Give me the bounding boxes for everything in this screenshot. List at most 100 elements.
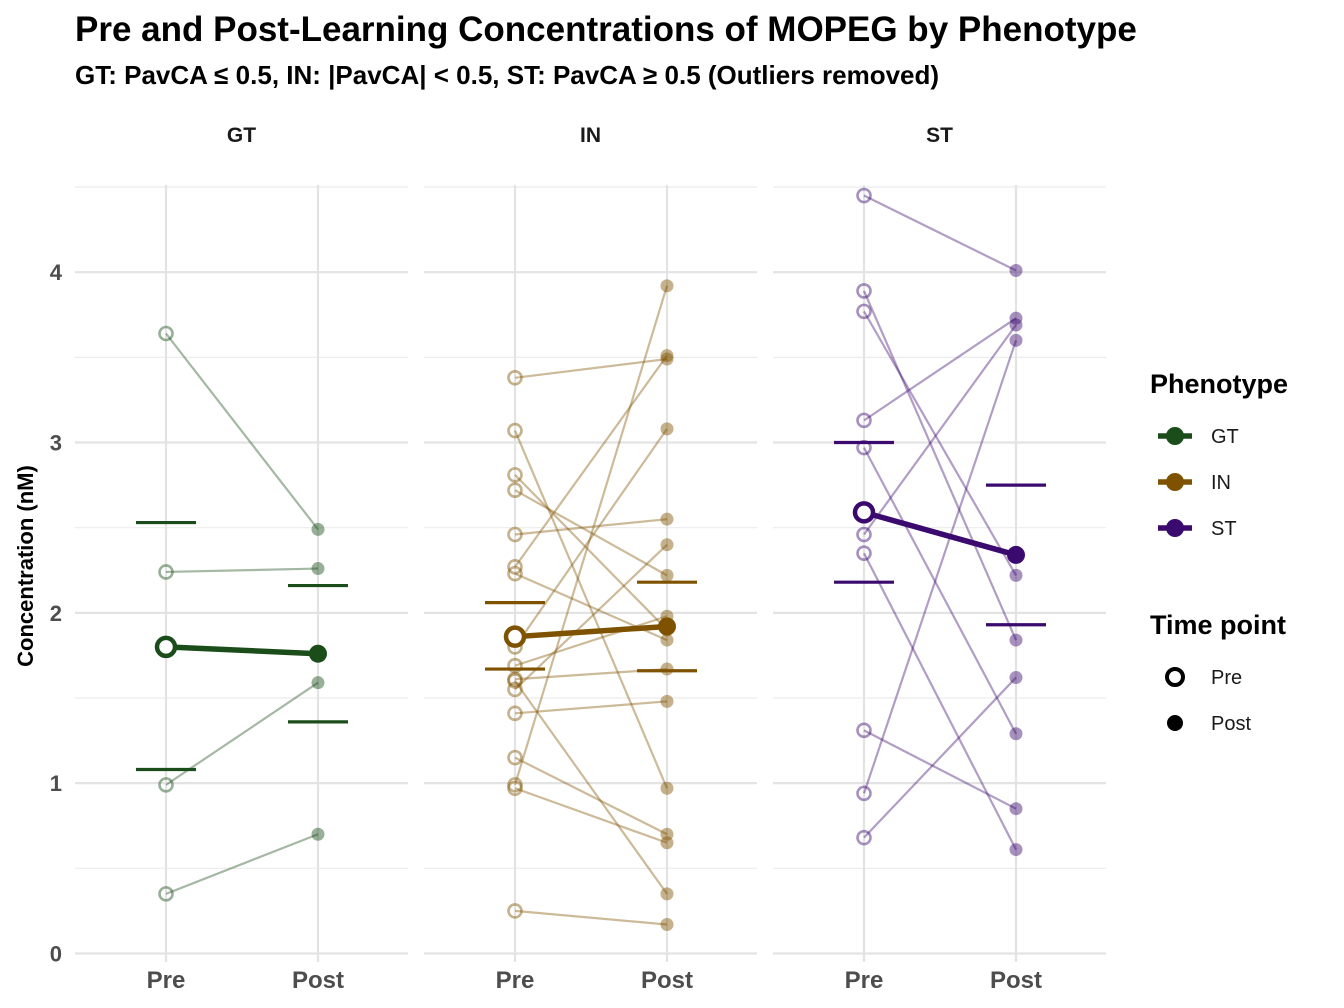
chart-subtitle: GT: PavCA ≤ 0.5, IN: |PavCA| < 0.5, ST: … bbox=[75, 60, 940, 90]
panel-in-data bbox=[485, 279, 697, 932]
subject-line bbox=[165, 833, 319, 895]
post-point bbox=[1009, 311, 1023, 325]
pre-point bbox=[856, 412, 872, 429]
pre-point bbox=[856, 722, 872, 739]
post-point bbox=[660, 633, 674, 647]
legend-label: Post bbox=[1211, 713, 1251, 735]
pre-point bbox=[507, 422, 523, 439]
x-tick-label: Post bbox=[292, 967, 344, 994]
pre-point bbox=[507, 559, 523, 575]
subject-line bbox=[863, 676, 1017, 839]
pre-point bbox=[856, 785, 872, 802]
post-point bbox=[311, 522, 325, 536]
legend-label: GT bbox=[1211, 426, 1239, 448]
subject-line bbox=[863, 310, 1017, 576]
pre-point bbox=[507, 705, 523, 722]
subject-line bbox=[165, 332, 319, 531]
post-point bbox=[1009, 568, 1023, 582]
panel-strip-label: IN bbox=[580, 124, 601, 147]
pre-point bbox=[507, 467, 523, 483]
subject-line bbox=[862, 339, 1018, 794]
post-point bbox=[311, 562, 325, 576]
post-point bbox=[660, 512, 674, 526]
pre-point bbox=[507, 526, 523, 543]
pre-point bbox=[158, 886, 174, 902]
subject-line bbox=[514, 489, 668, 577]
post-point bbox=[1009, 843, 1023, 857]
subject-line bbox=[514, 355, 668, 568]
post-point bbox=[1009, 633, 1023, 647]
post-point bbox=[1009, 333, 1023, 347]
post-point bbox=[311, 827, 325, 841]
legend-key-point bbox=[1166, 473, 1184, 491]
panel-strip-label: ST bbox=[926, 124, 953, 147]
post-point bbox=[660, 887, 674, 901]
y-tick-label: 2 bbox=[50, 601, 62, 626]
pre-point bbox=[507, 903, 523, 919]
subject-line bbox=[863, 447, 1017, 735]
post-point bbox=[660, 836, 674, 850]
post-point bbox=[660, 349, 674, 363]
legend-title-timepoint: Time point bbox=[1150, 610, 1286, 640]
subject-line bbox=[863, 324, 1017, 536]
pre-point bbox=[507, 749, 523, 766]
mean-post-point bbox=[309, 644, 327, 663]
subject-line bbox=[513, 430, 669, 789]
subject-line bbox=[514, 909, 668, 926]
post-point bbox=[660, 918, 674, 932]
pre-point bbox=[158, 777, 174, 793]
legend-title-phenotype: Phenotype bbox=[1150, 369, 1288, 399]
legend-key-filled-circle bbox=[1167, 715, 1183, 731]
subject-line bbox=[863, 729, 1017, 810]
post-point bbox=[1009, 318, 1023, 332]
legend-label: Pre bbox=[1211, 667, 1242, 689]
mean-line bbox=[165, 644, 319, 657]
post-point bbox=[660, 422, 674, 436]
subject-line bbox=[513, 285, 669, 786]
x-tick-label: Post bbox=[641, 967, 693, 994]
mean-line bbox=[514, 623, 668, 640]
pre-point bbox=[507, 780, 523, 797]
pre-point bbox=[856, 283, 872, 299]
subject-line bbox=[514, 787, 668, 844]
mean-post-point bbox=[1007, 545, 1025, 564]
subject-line bbox=[863, 317, 1017, 422]
post-point bbox=[1009, 263, 1023, 277]
y-tick-label: 4 bbox=[50, 260, 63, 285]
subject-line bbox=[863, 552, 1017, 851]
mean-pre-point bbox=[852, 501, 876, 524]
subject-line bbox=[514, 680, 668, 895]
mean-pre-point bbox=[503, 625, 527, 648]
post-point bbox=[660, 352, 674, 366]
mean-line bbox=[863, 509, 1017, 558]
chart-title: Pre and Post-Learning Concentrations of … bbox=[75, 10, 1137, 49]
panel-strip-label: GT bbox=[227, 124, 256, 147]
pre-point bbox=[507, 673, 523, 689]
post-point bbox=[1009, 727, 1023, 741]
subject-line bbox=[514, 428, 668, 648]
mean-pre-point bbox=[154, 635, 178, 659]
post-point bbox=[660, 694, 674, 708]
pre-point bbox=[856, 526, 872, 543]
x-tick-label: Pre bbox=[147, 967, 186, 994]
post-point bbox=[660, 827, 674, 841]
post-point bbox=[660, 538, 674, 552]
y-tick-label: 0 bbox=[50, 941, 62, 966]
post-point bbox=[1009, 802, 1023, 816]
subject-line bbox=[165, 567, 319, 574]
pre-point bbox=[158, 564, 174, 580]
subject-line bbox=[514, 756, 668, 836]
mean-post-point bbox=[658, 617, 676, 636]
subject-line bbox=[514, 700, 668, 715]
pre-point bbox=[158, 325, 174, 342]
subject-line bbox=[514, 615, 668, 667]
x-tick-label: Pre bbox=[496, 967, 535, 994]
pre-point bbox=[507, 369, 523, 386]
pre-point bbox=[507, 777, 523, 793]
x-tick-label: Pre bbox=[845, 967, 884, 994]
post-point bbox=[660, 279, 674, 293]
y-tick-label: 3 bbox=[50, 431, 62, 456]
legend-key-point bbox=[1166, 519, 1184, 537]
post-point bbox=[660, 662, 674, 676]
